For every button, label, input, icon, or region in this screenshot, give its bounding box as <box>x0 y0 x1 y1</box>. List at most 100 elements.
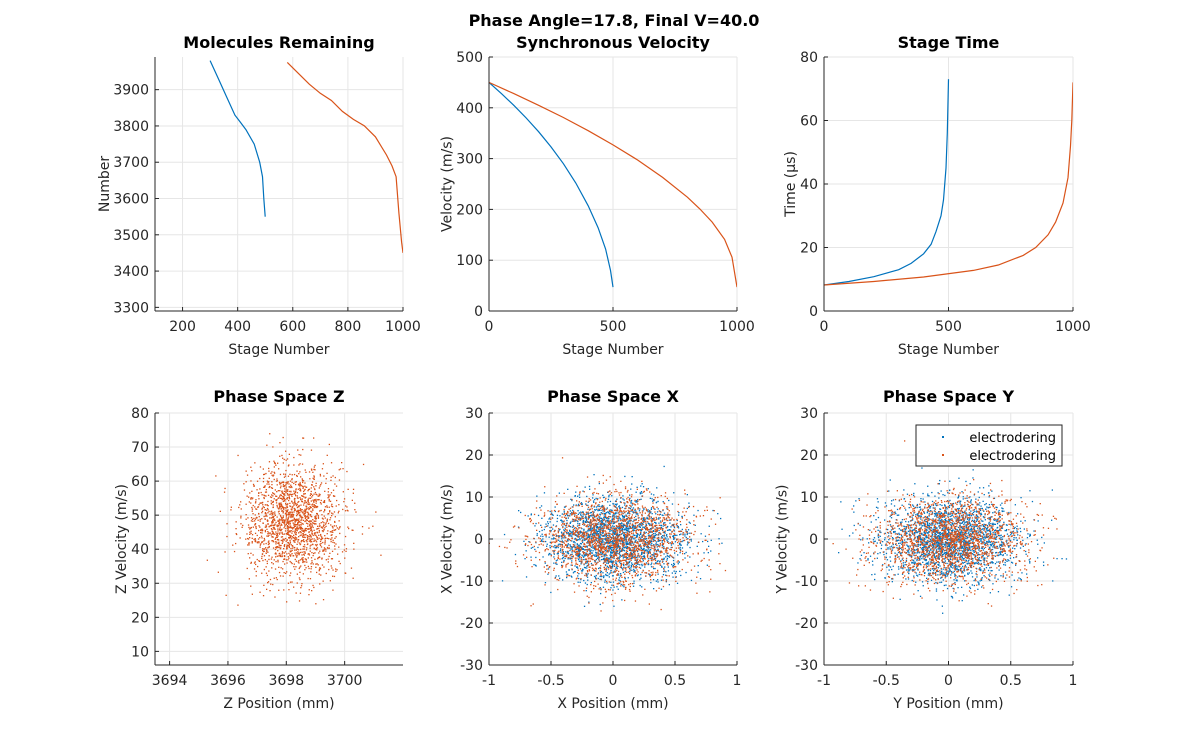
scatter-point <box>302 519 305 521</box>
scatter-point <box>278 541 280 543</box>
scatter-point <box>667 566 669 568</box>
scatter-point <box>596 545 598 547</box>
scatter-point <box>586 476 589 478</box>
scatter-point <box>654 497 656 499</box>
scatter-point <box>629 542 632 544</box>
scatter-point <box>635 559 637 561</box>
scatter-point <box>663 542 665 545</box>
scatter-point <box>599 505 601 508</box>
scatter-point <box>279 487 282 489</box>
scatter-point <box>655 562 657 564</box>
scatter-point <box>250 480 252 482</box>
scatter-point <box>314 548 317 551</box>
scatter-point <box>708 565 710 568</box>
scatter-point <box>288 520 290 522</box>
scatter-point <box>585 553 587 555</box>
scatter-point <box>312 522 315 524</box>
scatter-point <box>597 583 599 585</box>
scatter-point <box>659 552 661 554</box>
scatter-point <box>529 518 531 520</box>
scatter-point <box>315 498 317 501</box>
scatter-point <box>287 489 289 491</box>
scatter-point <box>569 535 571 537</box>
scatter-point <box>602 572 604 574</box>
scatter-point <box>257 519 259 521</box>
scatter-point <box>626 524 629 526</box>
scatter-point <box>661 541 663 543</box>
scatter-point <box>608 522 610 524</box>
scatter-point <box>285 540 287 542</box>
scatter-point <box>289 539 291 541</box>
scatter-point <box>317 516 320 518</box>
scatter-point <box>667 540 669 543</box>
scatter-point <box>647 548 649 550</box>
scatter-point <box>606 520 608 522</box>
scatter-point <box>623 556 625 558</box>
scatter-point <box>656 562 658 565</box>
scatter-point <box>639 508 641 510</box>
scatter-point <box>635 564 637 567</box>
scatter-point <box>275 560 277 563</box>
scatter-point <box>651 574 653 577</box>
scatter-point <box>288 534 291 536</box>
scatter-point <box>628 588 631 591</box>
scatter-point <box>245 470 247 472</box>
scatter-point <box>586 583 588 586</box>
scatter-point <box>678 561 680 563</box>
scatter-point <box>276 546 278 548</box>
scatter-point <box>308 502 310 504</box>
scatter-point <box>614 539 616 541</box>
scatter-point <box>306 561 308 563</box>
scatter-point <box>612 522 614 525</box>
scatter-point <box>261 528 263 530</box>
scatter-point <box>636 536 638 538</box>
scatter-point <box>333 542 336 544</box>
scatter-point <box>629 548 631 550</box>
scatter-point <box>622 571 625 574</box>
scatter-point <box>627 571 629 573</box>
scatter-point <box>663 517 666 519</box>
scatter-point <box>292 522 294 524</box>
scatter-point <box>255 499 257 501</box>
scatter-point <box>271 494 273 496</box>
scatter-point <box>653 525 656 527</box>
scatter-point <box>595 533 597 535</box>
scatter-point <box>600 542 602 544</box>
scatter-point <box>583 522 585 524</box>
scatter-point <box>347 488 349 490</box>
scatter-point <box>567 553 570 555</box>
scatter-point <box>655 522 657 524</box>
scatter-point <box>279 497 282 499</box>
scatter-point <box>282 568 284 570</box>
scatter-point <box>654 535 656 538</box>
scatter-point <box>311 524 313 526</box>
scatter-point <box>290 508 292 510</box>
scatter-point <box>314 506 316 509</box>
scatter-point <box>650 523 652 525</box>
scatter-point <box>565 544 568 546</box>
scatter-point <box>307 557 309 559</box>
scatter-point <box>324 540 326 542</box>
scatter-point <box>273 533 275 535</box>
scatter-point <box>603 554 605 556</box>
scatter-point <box>590 556 593 558</box>
scatter-point <box>314 552 316 554</box>
scatter-point <box>610 509 612 511</box>
scatter-point <box>322 580 324 582</box>
scatter-point <box>658 522 660 524</box>
scatter-point <box>294 493 296 495</box>
scatter-point <box>318 573 320 575</box>
scatter-point <box>584 582 587 584</box>
scatter-point <box>290 544 292 546</box>
scatter-point <box>609 504 611 506</box>
scatter-point <box>610 538 612 541</box>
scatter-point <box>277 526 279 528</box>
scatter-point <box>336 527 338 529</box>
scatter-point <box>679 548 681 550</box>
scatter-point <box>304 534 306 536</box>
scatter-point <box>632 520 634 523</box>
scatter-point <box>639 523 641 525</box>
scatter-point <box>651 518 654 520</box>
scatter-point <box>575 528 578 530</box>
